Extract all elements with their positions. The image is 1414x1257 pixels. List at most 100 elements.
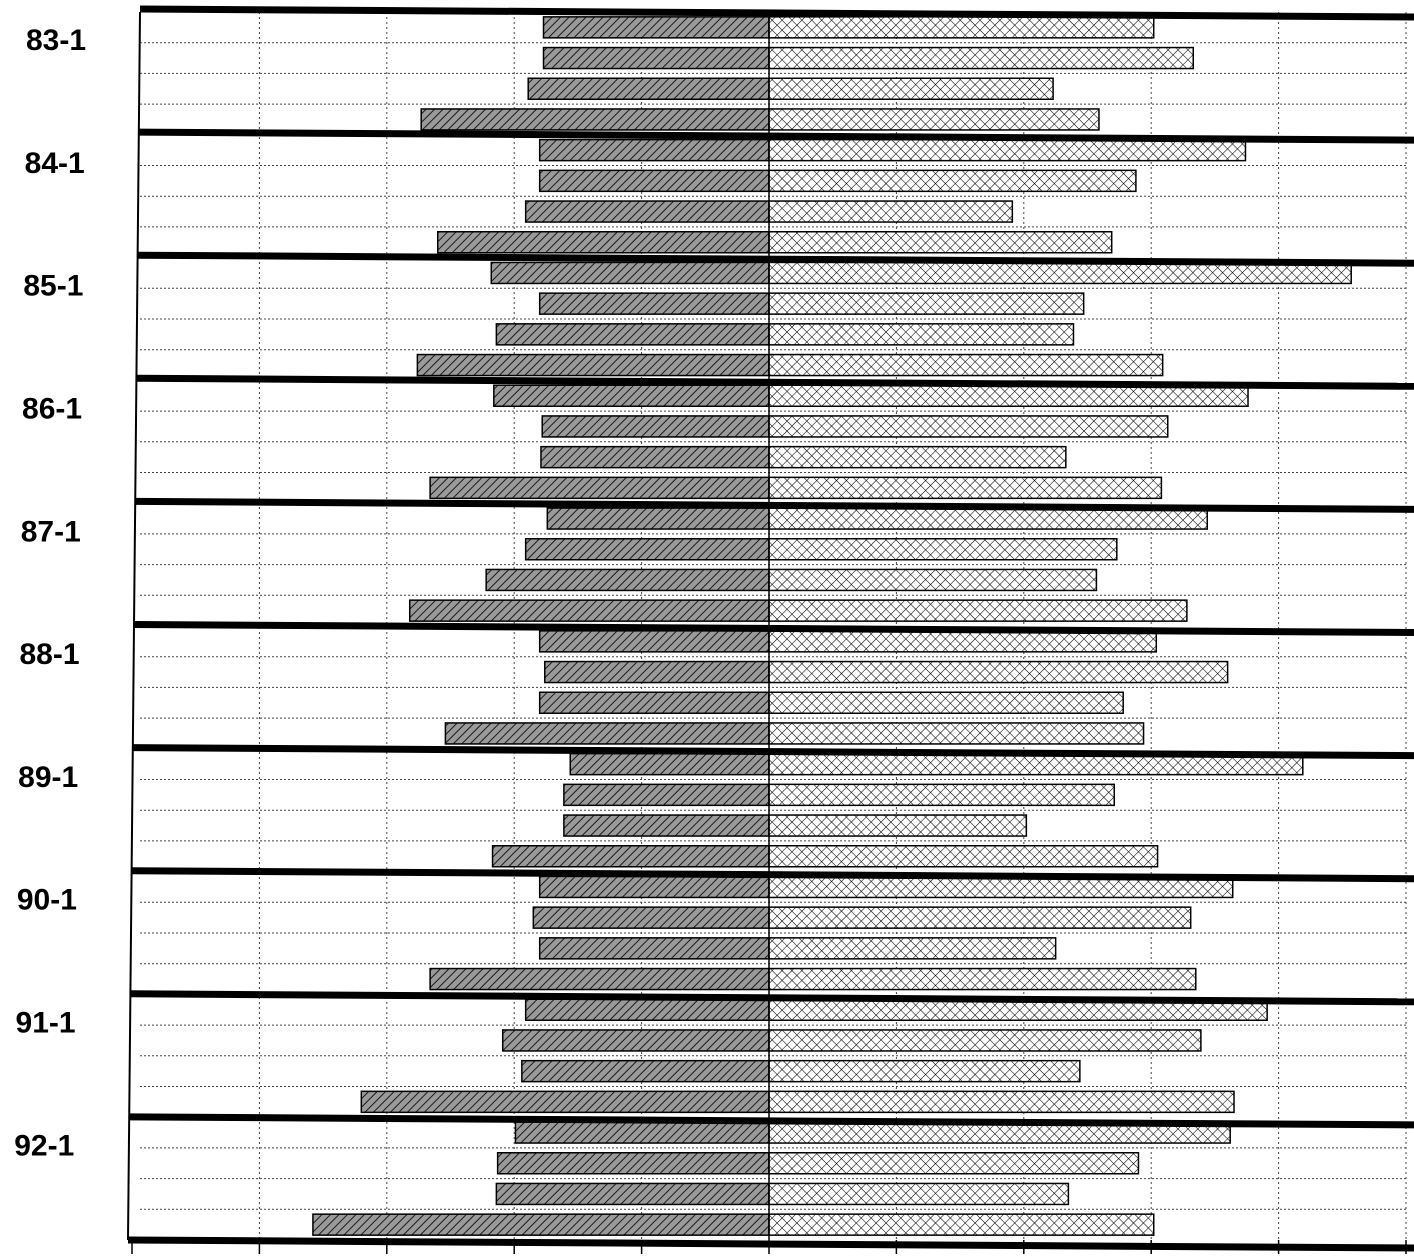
group-separator-3	[136, 374, 1414, 390]
bar-crosshatch-88-3	[768, 691, 1124, 714]
bar-crosshatch-83-1	[768, 16, 1155, 39]
bar-crosshatch-87-2	[768, 538, 1118, 561]
group-separator-2	[137, 251, 1414, 267]
group-separator-4	[135, 497, 1414, 513]
bar-crosshatch-91-2	[768, 1029, 1202, 1052]
bar-diagonal-83-1	[542, 16, 770, 39]
group-separator-0	[139, 5, 1414, 21]
bar-crosshatch-92-2	[768, 1152, 1140, 1175]
bar-crosshatch-88-4	[768, 722, 1145, 745]
group-label-92-1: 92-1	[14, 1129, 74, 1162]
group-label-91-1: 91-1	[16, 1006, 76, 1039]
bar-diagonal-83-4	[420, 108, 770, 131]
group-separator-10	[127, 1236, 1414, 1252]
bar-diagonal-85-4	[416, 353, 770, 377]
bar-diagonal-90-2	[532, 906, 770, 929]
group-label-86-1: 86-1	[22, 392, 82, 425]
bar-crosshatch-83-2	[768, 46, 1194, 70]
group-label-88-1: 88-1	[19, 638, 79, 671]
bar-crosshatch-84-4	[768, 231, 1113, 254]
bar-crosshatch-87-4	[768, 599, 1188, 622]
group-separator-6	[132, 744, 1414, 760]
bar-crosshatch-88-2	[768, 660, 1229, 684]
bar-diagonal-89-4	[491, 845, 770, 868]
bar-crosshatch-86-2	[768, 415, 1169, 438]
bar-crosshatch-86-3	[768, 445, 1067, 469]
bar-crosshatch-89-2	[768, 783, 1116, 807]
bar-diagonal-91-1	[524, 998, 770, 1021]
bar-diagonal-85-2	[538, 292, 770, 315]
bar-crosshatch-84-2	[768, 169, 1137, 193]
bar-crosshatch-91-4	[768, 1090, 1235, 1114]
bar-diagonal-86-3	[540, 445, 770, 469]
group-label-87-1: 87-1	[21, 515, 81, 548]
bar-crosshatch-83-4	[768, 108, 1100, 131]
group-label-83-1: 83-1	[26, 24, 86, 57]
year-labels: 83-1 84-1 85-1 86-1 87-1 88-1 89-1 90-1 91-1 92-1	[14, 24, 86, 1162]
bar-crosshatch-87-3	[768, 568, 1098, 592]
bar-diagonal-87-3	[485, 568, 770, 592]
bar-diagonal-89-1	[569, 752, 770, 776]
bar-diagonal-92-1	[514, 1121, 770, 1144]
bar-diagonal-92-2	[496, 1152, 770, 1175]
bar-diagonal-86-2	[541, 415, 770, 438]
bar-diagonal-83-3	[527, 77, 770, 100]
bar-diagonal-91-2	[501, 1029, 770, 1052]
bar-diagonal-87-4	[408, 599, 770, 622]
plot-frame	[127, 5, 1414, 1254]
series-diagonal	[312, 16, 770, 1236]
bar-crosshatch-84-1	[768, 138, 1247, 162]
bar-diagonal-90-3	[538, 937, 770, 960]
bar-diagonal-90-4	[429, 967, 770, 991]
grid	[140, 12, 1407, 1240]
group-separator-8	[130, 990, 1414, 1006]
bar-diagonal-91-4	[360, 1090, 770, 1114]
bar-crosshatch-85-2	[768, 292, 1085, 315]
bar-crosshatch-91-3	[768, 1059, 1081, 1083]
group-separator-5	[133, 621, 1414, 636]
bar-diagonal-84-2	[538, 169, 770, 193]
bar-diagonal-84-4	[437, 231, 770, 254]
bar-crosshatch-92-4	[768, 1213, 1155, 1236]
bar-crosshatch-85-3	[768, 323, 1075, 346]
bar-diagonal-83-2	[542, 46, 770, 70]
bar-diagonal-87-1	[546, 507, 770, 530]
bar-diagonal-84-3	[524, 200, 770, 223]
bar-diagonal-89-2	[563, 783, 770, 807]
bar-diagonal-84-1	[538, 138, 770, 162]
bar-crosshatch-90-3	[768, 937, 1057, 960]
bar-crosshatch-90-4	[768, 967, 1197, 991]
bar-crosshatch-90-2	[768, 906, 1192, 929]
group-separator-7	[131, 867, 1414, 883]
bar-diagonal-88-2	[544, 660, 770, 684]
bar-crosshatch-87-1	[768, 507, 1209, 530]
bar-diagonal-88-1	[538, 630, 770, 653]
bar-crosshatch-89-4	[768, 845, 1159, 868]
bar-diagonal-85-1	[490, 261, 770, 285]
group-label-89-1: 89-1	[18, 761, 78, 794]
bar-diagonal-89-3	[563, 814, 770, 837]
bar-diagonal-85-3	[495, 323, 770, 346]
bar-diagonal-90-1	[538, 875, 770, 899]
group-separator-9	[129, 1113, 1414, 1129]
bar-diagonal-88-4	[444, 722, 770, 745]
group-label-90-1: 90-1	[17, 884, 77, 917]
bar-diagonal-92-3	[495, 1182, 770, 1206]
bar-crosshatch-84-3	[768, 200, 1014, 223]
bar-crosshatch-89-3	[768, 814, 1028, 837]
group-separator-1	[138, 128, 1414, 144]
group-label-85-1: 85-1	[23, 270, 83, 303]
bar-crosshatch-85-4	[768, 353, 1164, 377]
bar-diagonal-87-2	[524, 538, 770, 561]
bar-crosshatch-83-3	[768, 77, 1054, 100]
bar-crosshatch-86-4	[768, 476, 1163, 500]
group-label-84-1: 84-1	[25, 147, 85, 180]
bar-diagonal-86-1	[493, 384, 770, 407]
bar-crosshatch-86-1	[768, 384, 1249, 407]
bar-diagonal-91-3	[521, 1059, 770, 1083]
bar-diagonal-86-4	[429, 476, 770, 500]
bar-crosshatch-92-3	[768, 1182, 1070, 1206]
bar-diagonal-88-3	[538, 691, 770, 714]
bar-diagonal-92-4	[312, 1213, 770, 1236]
